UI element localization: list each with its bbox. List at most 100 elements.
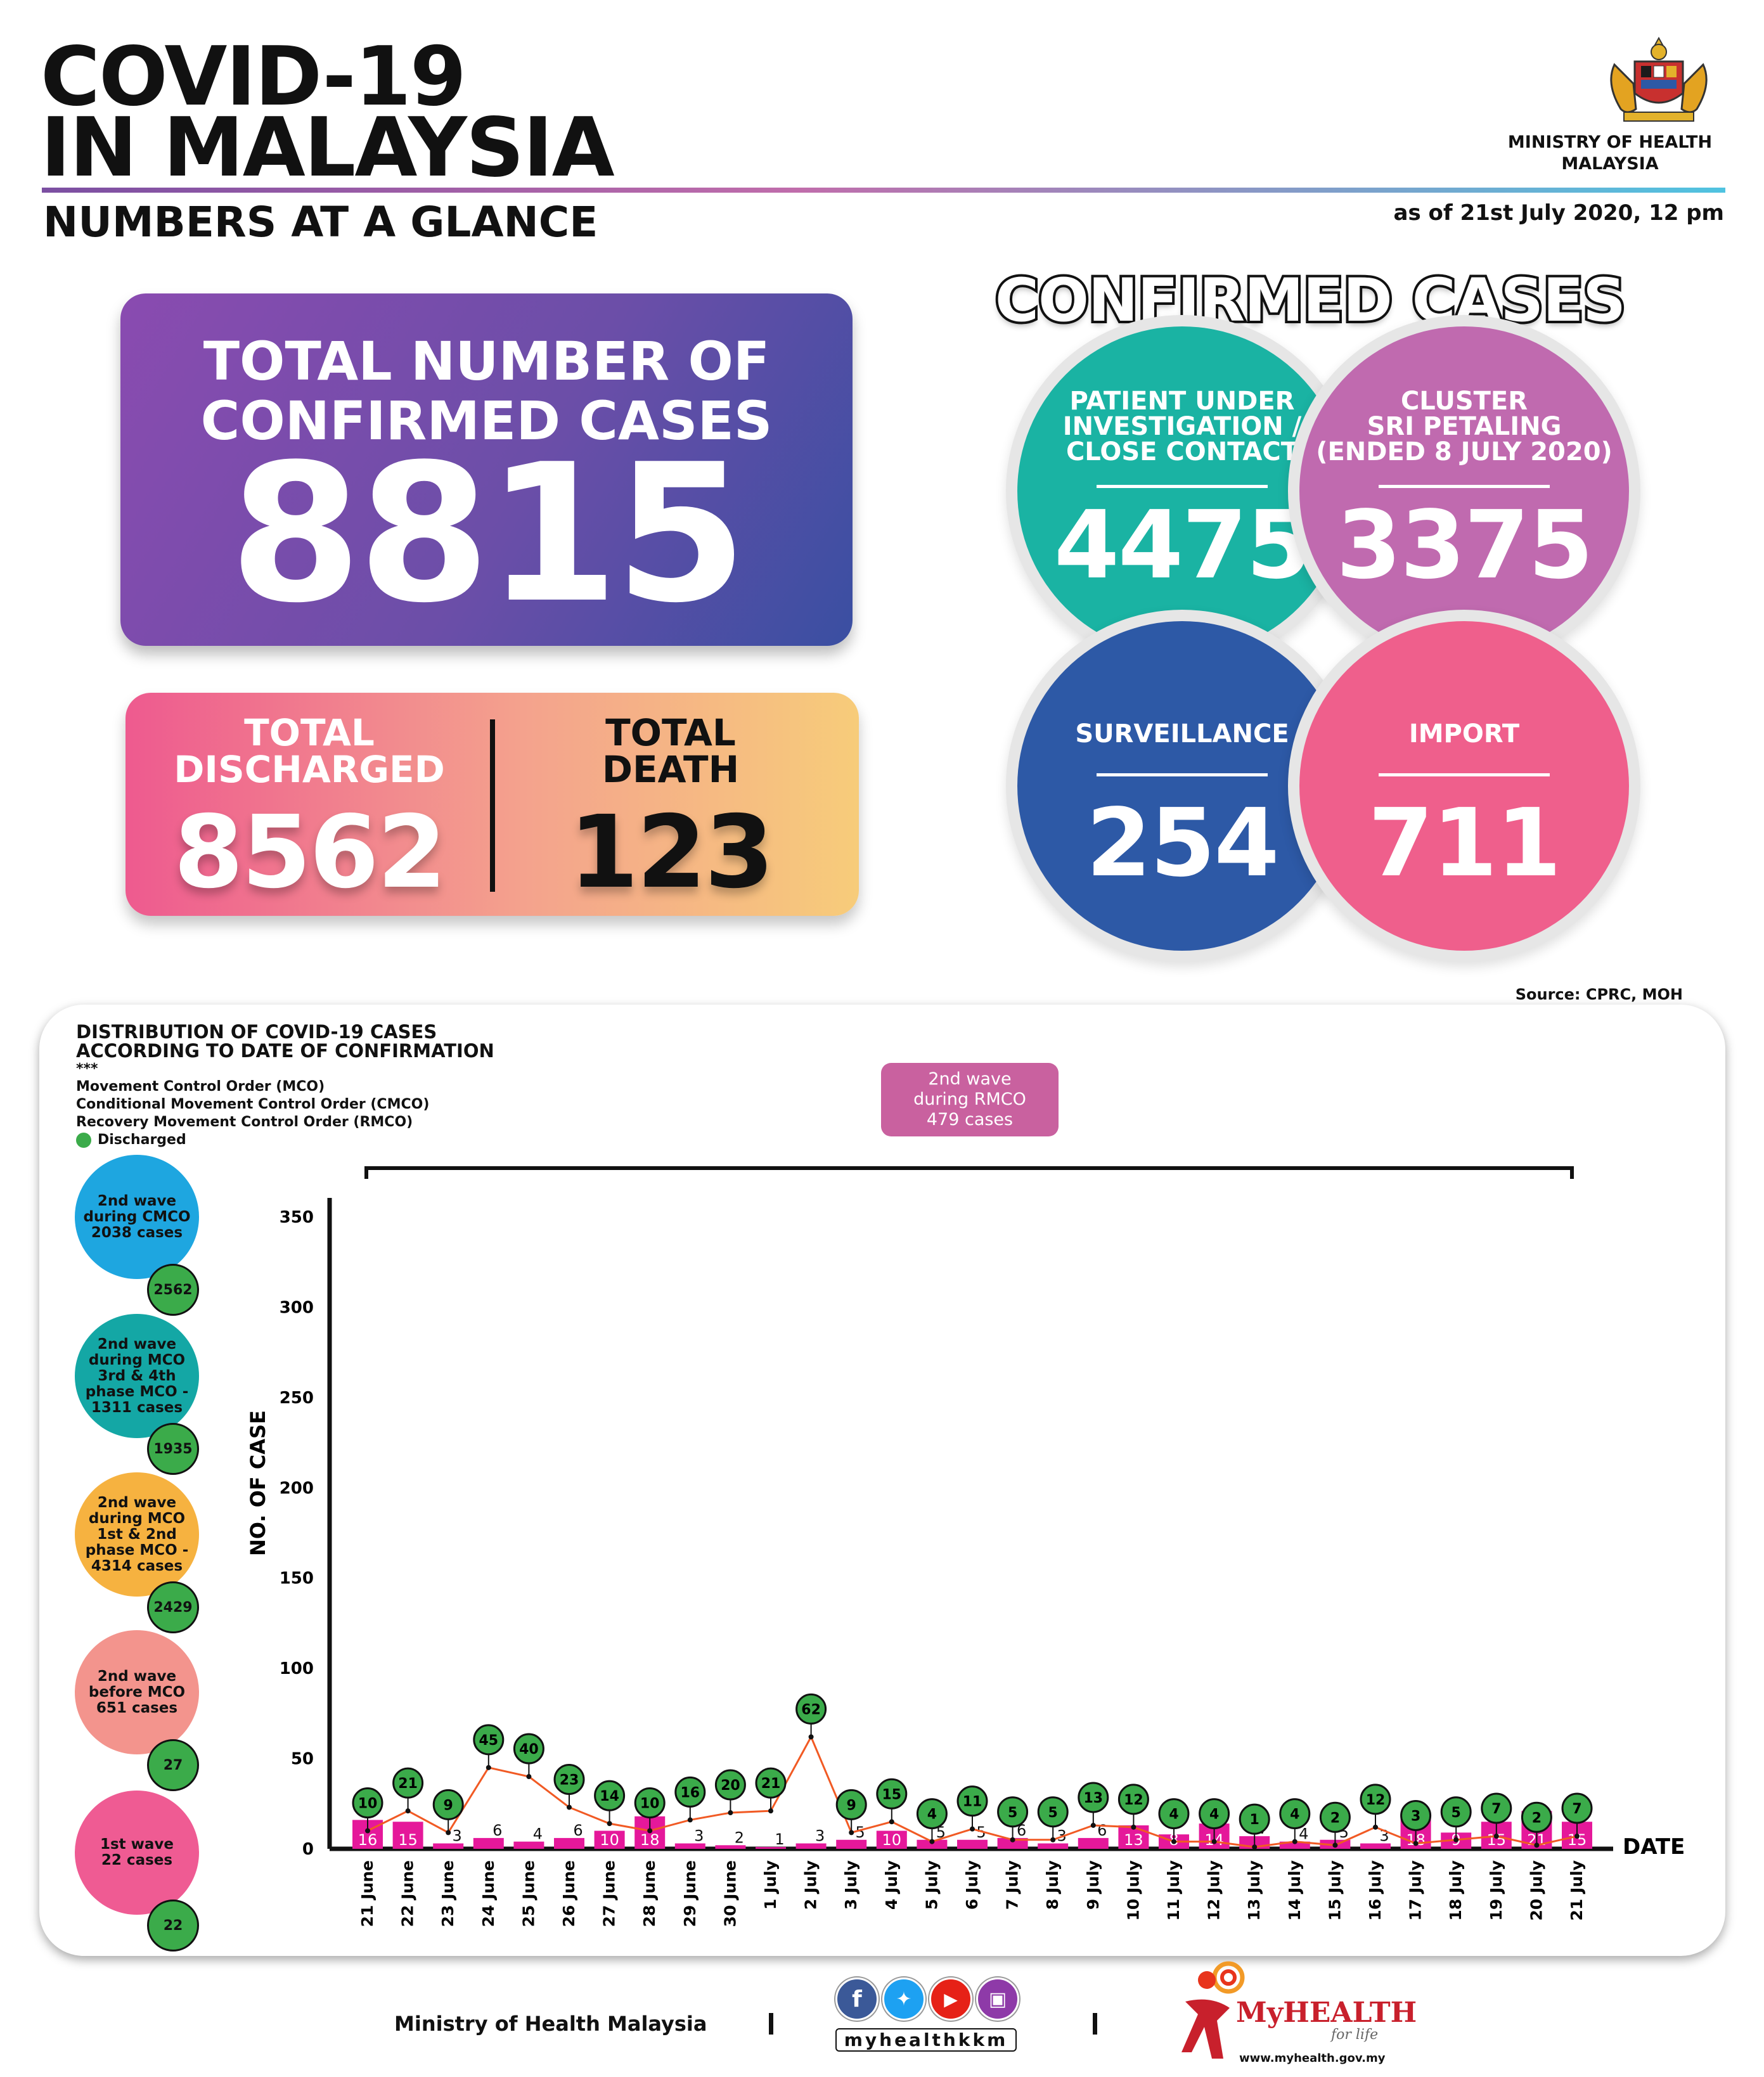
wave-circle-text: 22 cases: [101, 1852, 173, 1868]
bar: [756, 1847, 786, 1849]
ministry-line-1: MINISTRY OF HEALTH: [1507, 132, 1713, 152]
discharged-marker: [594, 1780, 626, 1811]
wave-circle-text: 2038 cases: [91, 1224, 183, 1241]
discharged-marker: [1440, 1796, 1472, 1828]
wave-circle: 2nd wave during MCO 3rd & 4th phase MCO -13…: [75, 1314, 199, 1438]
bar: [594, 1830, 625, 1849]
x-tick-label: 28 June: [640, 1860, 659, 1927]
discharged-value-label: 21: [398, 1776, 418, 1792]
discharged-value-label: 5: [1048, 1805, 1058, 1821]
wave-circle-text: 2nd wave: [97, 1494, 177, 1511]
discharged-value-label: 7: [1572, 1801, 1581, 1817]
discharged-marker: [1117, 1784, 1149, 1815]
bar-value-label: 3: [694, 1827, 704, 1844]
pui-label-2: INVESTIGATION /: [1062, 412, 1302, 441]
discharged-marker: [1481, 1792, 1512, 1824]
discharged-marker: [634, 1787, 666, 1819]
myhealth-url: www.myhealth.gov.my: [1239, 2052, 1386, 2065]
x-tick-label: 21 July: [1568, 1860, 1586, 1920]
discharged-value-label: 2: [1330, 1810, 1340, 1826]
discharged-value-label: 4: [1209, 1807, 1219, 1823]
footer-separator-2: [1093, 2013, 1097, 2035]
x-tick-label: 18 July: [1446, 1860, 1465, 1920]
discharged-marker: [513, 1733, 544, 1765]
pui-label: PATIENT UNDER INVESTIGATION / CLOSE CONT…: [1017, 389, 1347, 465]
instagram-icon[interactable]: ▣: [976, 1977, 1019, 2021]
bar-value-label: 18: [640, 1831, 660, 1849]
y-tick-label: 50: [291, 1750, 314, 1769]
discharged-marker: [714, 1769, 746, 1801]
x-tick-label: 14 July: [1285, 1860, 1304, 1920]
discharged-marker: [956, 1785, 988, 1817]
title-line-2: IN MALAYSIA: [41, 101, 615, 195]
discharged-marker: [1239, 1803, 1270, 1835]
x-tick-label: 17 July: [1407, 1860, 1425, 1920]
x-tick-label: 23 June: [439, 1860, 457, 1927]
legend-rmco: Recovery Movement Control Order (RMCO): [76, 1114, 413, 1130]
confirmed-cases-title-shadow: CONFIRMED CASES: [993, 264, 1628, 338]
wave-discharged-badge: 1935: [147, 1423, 199, 1475]
myhealth-figure-logo: [1181, 1961, 1245, 2059]
wave-circle-text: during MCO: [88, 1510, 186, 1527]
social-handle: myhealthkkm: [835, 2028, 1017, 2052]
import-circle: IMPORT 711: [1299, 621, 1629, 951]
rmco-line-1: 2nd wave: [928, 1069, 1012, 1089]
wave-discharged-badge: 2562: [147, 1264, 199, 1316]
y-tick-label: 150: [280, 1569, 314, 1588]
card-divider: [490, 719, 495, 892]
x-tick-label: 7 July: [1003, 1860, 1022, 1910]
bar: [392, 1822, 423, 1849]
discharged-marker: [1561, 1792, 1593, 1824]
legend-mco: Movement Control Order (MCO): [76, 1079, 325, 1095]
discharged-marker: [1279, 1798, 1311, 1830]
x-tick-label: 21 June: [358, 1860, 377, 1927]
footer-ministry: Ministry of Health Malaysia: [394, 2012, 707, 2036]
death-value: 123: [569, 794, 775, 911]
youtube-icon[interactable]: ▶: [929, 1977, 972, 2021]
x-tick-label: 27 June: [600, 1860, 619, 1927]
chart-heading-2: ACCORDING TO DATE OF CONFIRMATION: [76, 1040, 494, 1062]
bar-value-label: 5: [856, 1823, 865, 1841]
bar: [1360, 1843, 1391, 1849]
x-tick-label: 19 July: [1487, 1860, 1505, 1920]
pui-divider: [1097, 485, 1268, 488]
bar: [715, 1845, 746, 1849]
import-value: 711: [1368, 788, 1562, 897]
discharged-marker: [432, 1789, 464, 1820]
discharged-marker: [473, 1724, 505, 1756]
bar: [917, 1839, 948, 1849]
x-tick-label: 30 June: [721, 1860, 739, 1927]
bar: [513, 1841, 544, 1849]
total-confirmed-label-2: CONFIRMED CASES: [200, 390, 773, 452]
discharged-label-2: DISCHARGED: [174, 748, 445, 791]
discharged-value-label: 10: [640, 1796, 660, 1812]
x-tick-label: 12 July: [1205, 1860, 1223, 1920]
discharged-value-label: 40: [519, 1742, 539, 1758]
import-divider: [1379, 773, 1550, 776]
y-axis-label: NO. OF CASE: [246, 1410, 270, 1556]
wave-circle-text: phase MCO -: [85, 1541, 189, 1559]
bar-value-label: 6: [1097, 1822, 1107, 1839]
wave-circle-text: 2nd wave: [97, 1192, 177, 1209]
x-tick-label: 9 July: [1084, 1860, 1102, 1910]
bar-value-label: 6: [493, 1822, 502, 1839]
y-tick-label: 0: [302, 1840, 314, 1859]
cluster-value: 3375: [1336, 491, 1593, 600]
bar: [473, 1837, 504, 1849]
ministry-line-2: MALAYSIA: [1561, 154, 1659, 174]
source-note: Source: CPRC, MOH: [1515, 986, 1683, 1003]
x-tick-label: 16 July: [1366, 1860, 1384, 1920]
pui-circle: PATIENT UNDER INVESTIGATION / CLOSE CONT…: [1017, 326, 1347, 656]
wave-circle: 2nd wave before MCO 651 cases: [75, 1630, 199, 1754]
x-tick-label: 3 July: [842, 1860, 860, 1910]
discharged-value-label: 11: [963, 1794, 982, 1810]
x-tick-label: 29 June: [681, 1860, 699, 1927]
discharged-value-label: 12: [1366, 1792, 1386, 1808]
discharged-value-label: 20: [721, 1778, 740, 1794]
wave-circle-text: 4314 cases: [91, 1557, 183, 1574]
twitter-icon[interactable]: ✦: [882, 1977, 925, 2021]
discharged-marker: [835, 1789, 867, 1820]
bar: [957, 1839, 988, 1849]
wave-circle: 2nd wave during CMCO 2038 cases: [75, 1155, 199, 1279]
facebook-icon[interactable]: f: [835, 1977, 879, 2021]
